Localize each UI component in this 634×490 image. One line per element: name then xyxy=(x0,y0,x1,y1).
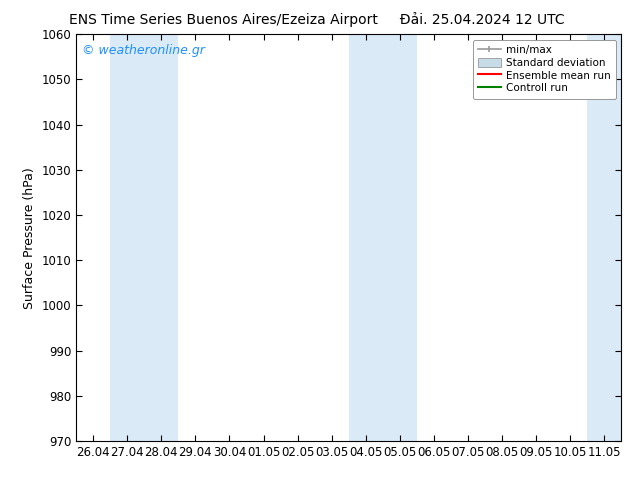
Text: © weatheronline.gr: © weatheronline.gr xyxy=(82,45,204,57)
Y-axis label: Surface Pressure (hPa): Surface Pressure (hPa) xyxy=(23,167,36,309)
Text: ENS Time Series Buenos Aires/Ezeiza Airport     Đải. 25.04.2024 12 UTC: ENS Time Series Buenos Aires/Ezeiza Airp… xyxy=(69,12,565,27)
Legend: min/max, Standard deviation, Ensemble mean run, Controll run: min/max, Standard deviation, Ensemble me… xyxy=(473,40,616,98)
Bar xyxy=(587,34,621,441)
Bar xyxy=(349,34,417,441)
Bar xyxy=(110,34,178,441)
